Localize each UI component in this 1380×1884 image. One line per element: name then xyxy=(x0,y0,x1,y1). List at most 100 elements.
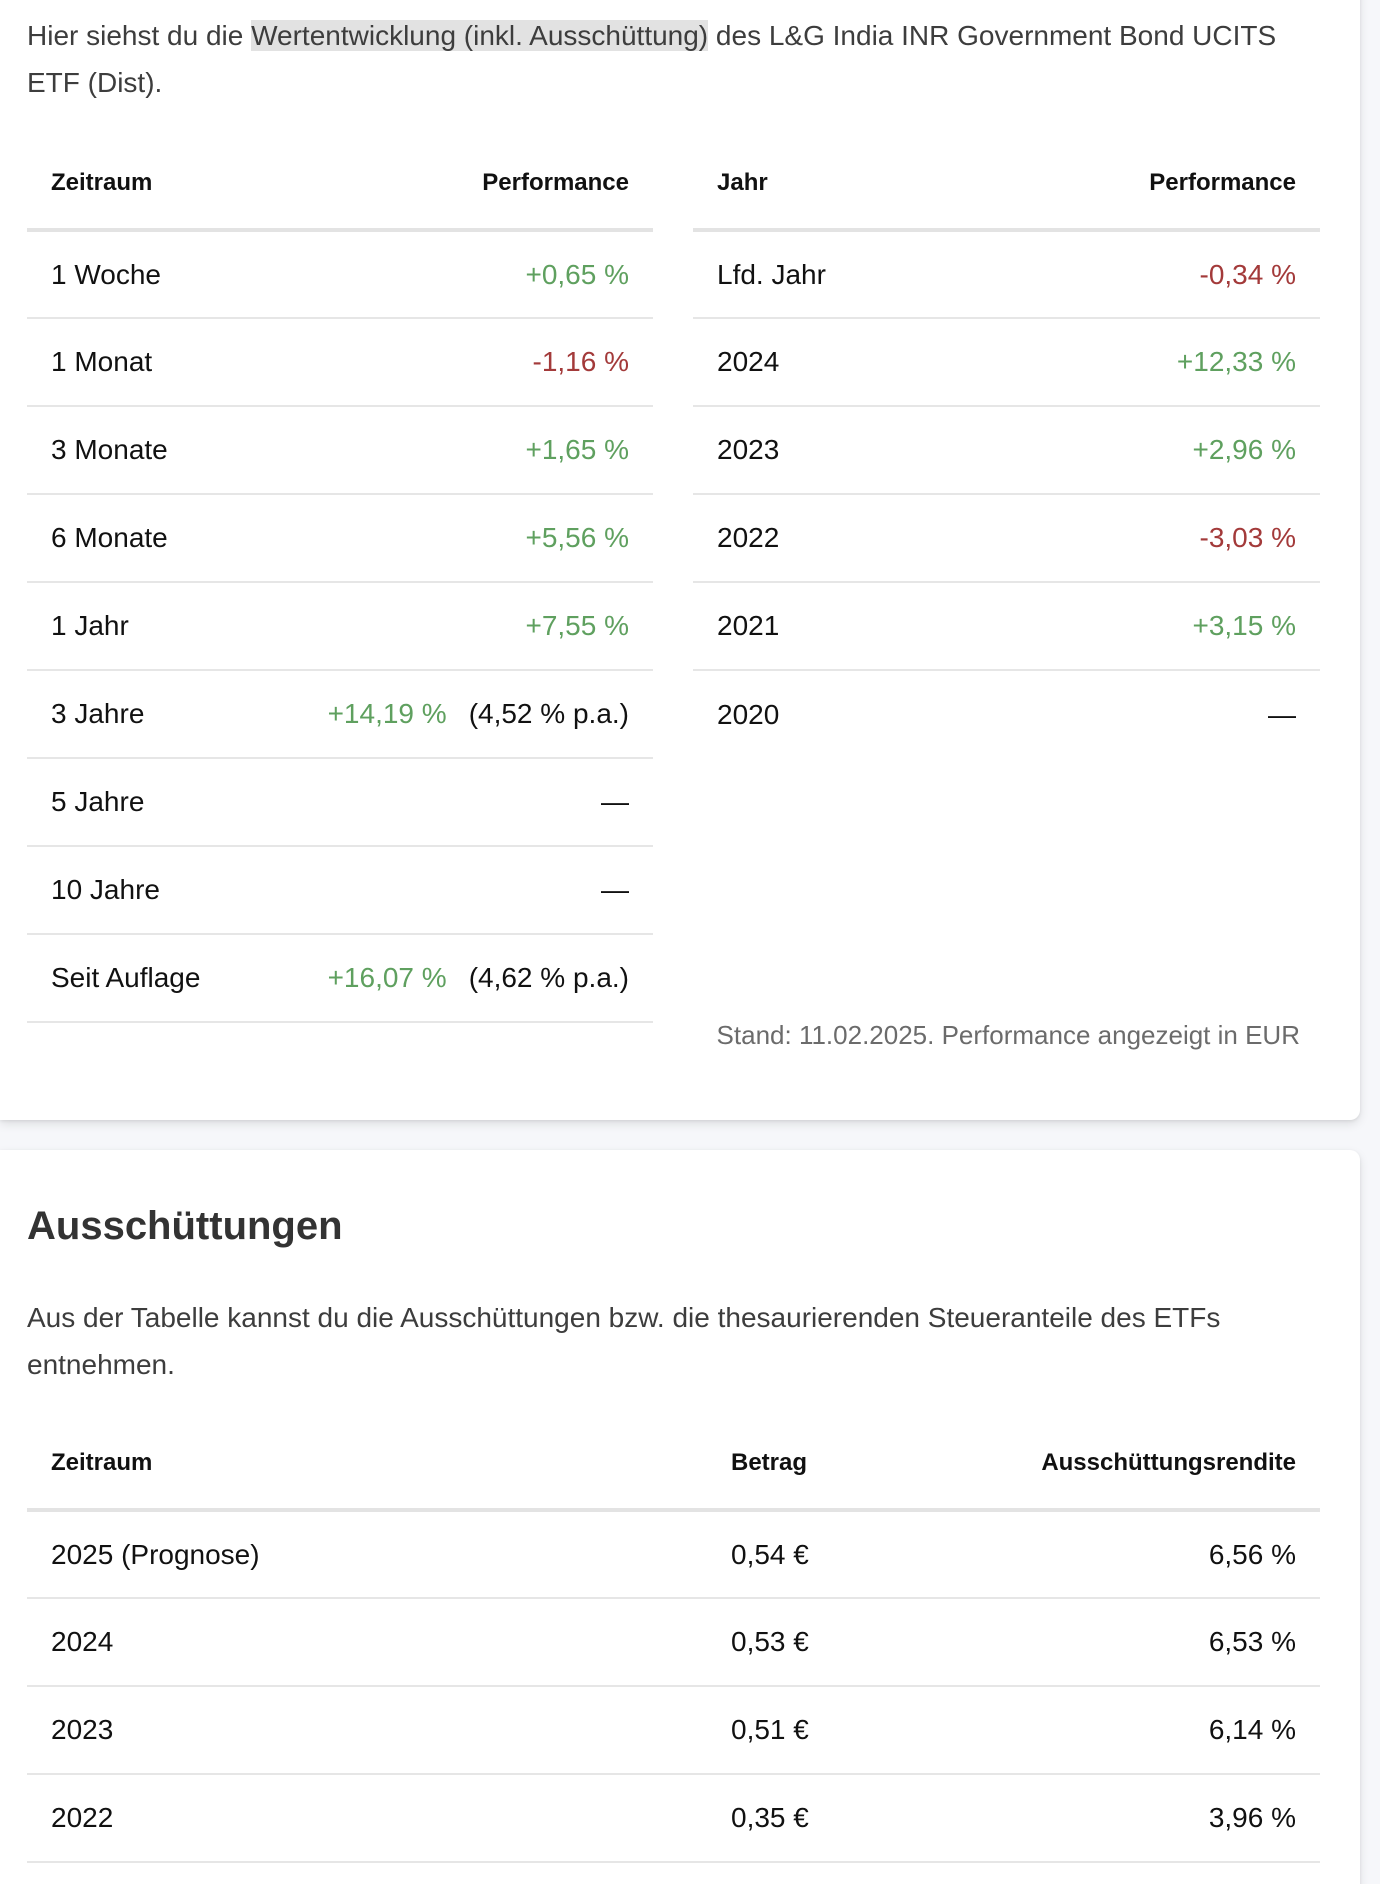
performance-value-cell: +0,65 % xyxy=(235,230,653,319)
performance-value-cell: +2,96 % xyxy=(1006,406,1320,495)
table-row: 1 Monat -1,16 % xyxy=(27,318,653,407)
performance-value: — xyxy=(601,874,629,905)
table-row: 6 Monate +5,56 % xyxy=(27,494,653,583)
table-row: 2020 — xyxy=(693,670,1320,758)
period-label: 5 Jahre xyxy=(27,758,236,847)
table-header-row: Jahr Performance xyxy=(693,138,1320,232)
performance-value-cell: — xyxy=(1007,670,1321,758)
performance-value: — xyxy=(601,786,629,817)
performance-value: +12,33 % xyxy=(1176,346,1296,377)
period-label: 6 Monate xyxy=(27,494,236,583)
table-row: 2023 +2,96 % xyxy=(693,406,1320,495)
performance-value: +16,07 % xyxy=(327,962,447,993)
table-row: 2022 -3,03 % xyxy=(693,494,1320,583)
performance-value: -1,16 % xyxy=(532,346,630,377)
year-label: Lfd. Jahr xyxy=(693,230,1007,319)
distribution-yield: 6,53 % xyxy=(957,1598,1320,1687)
intro-prefix: Hier siehst du die xyxy=(27,20,252,51)
column-header-period: Zeitraum xyxy=(27,138,236,232)
table-row: 2024 +12,33 % xyxy=(693,318,1320,407)
table-row: Lfd. Jahr -0,34 % xyxy=(693,230,1320,319)
column-header-yield: Ausschüttungsrendite xyxy=(957,1418,1320,1512)
year-label: 2021 xyxy=(693,582,1007,671)
section-title: Ausschüttungen xyxy=(27,1204,343,1248)
intro-highlight: Wertentwicklung (inkl. Ausschüttung) xyxy=(251,20,709,51)
performance-value-cell: -3,03 % xyxy=(1006,494,1320,583)
performance-value: +1,65 % xyxy=(525,434,629,465)
column-header-amount: Betrag xyxy=(707,1418,957,1512)
period-label: 3 Jahre xyxy=(27,670,236,759)
performance-intro: Hier siehst du die Wertentwicklung (inkl… xyxy=(27,12,1327,106)
performance-value: — xyxy=(1268,698,1296,730)
performance-value: +5,56 % xyxy=(525,522,629,553)
performance-value-cell: +7,55 % xyxy=(235,582,653,671)
column-header-period: Zeitraum xyxy=(27,1418,707,1512)
annualized-value: (4,52 % p.a.) xyxy=(468,698,629,729)
distribution-amount: 0,54 € xyxy=(707,1510,957,1599)
table-row: 5 Jahre — xyxy=(27,758,653,847)
performance-value-cell: +14,19 % (4,52 % p.a.) xyxy=(235,670,653,759)
period-label: 1 Monat xyxy=(27,318,236,407)
performance-value: +3,15 % xyxy=(1192,610,1296,641)
performance-value-cell: -0,34 % xyxy=(1006,230,1320,319)
distribution-amount: 0,35 € xyxy=(707,1774,957,1863)
distribution-period: 2023 xyxy=(27,1686,707,1775)
distributions-table: Zeitraum Betrag Ausschüttungsrendite 202… xyxy=(27,1418,1320,1863)
table-row: 1 Woche +0,65 % xyxy=(27,230,653,319)
year-label: 2022 xyxy=(693,494,1007,583)
period-label: 10 Jahre xyxy=(27,846,236,935)
performance-value-cell: — xyxy=(235,846,653,935)
distribution-yield: 3,96 % xyxy=(957,1774,1320,1863)
performance-value: +14,19 % xyxy=(327,698,447,729)
table-row: 2023 0,51 €6,14 % xyxy=(27,1686,1320,1775)
column-header-year: Jahr xyxy=(693,138,1007,232)
distribution-period: 2024 xyxy=(27,1598,707,1687)
annualized-value: (4,62 % p.a.) xyxy=(468,962,629,993)
column-header-performance: Performance xyxy=(1006,138,1320,232)
distribution-amount: 0,51 € xyxy=(707,1686,957,1775)
table-row: 2022 0,35 €3,96 % xyxy=(27,1774,1320,1863)
table-header-row: Zeitraum Performance xyxy=(27,138,653,232)
table-header-row: Zeitraum Betrag Ausschüttungsrendite xyxy=(27,1418,1320,1512)
table-row: Seit Auflage +16,07 % (4,62 % p.a.) xyxy=(27,934,653,1023)
performance-card: Hier siehst du die Wertentwicklung (inkl… xyxy=(27,12,1327,1050)
year-label: 2020 xyxy=(717,698,780,730)
performance-value-cell: -1,16 % xyxy=(235,318,653,407)
performance-value-cell: +3,15 % xyxy=(1006,582,1320,671)
performance-value: +7,55 % xyxy=(525,610,629,641)
intro-suffix: des L&G India INR Government Bond UCITS … xyxy=(27,20,1277,98)
distributions-card: Ausschüttungen Aus der Tabelle kannst du… xyxy=(0,1150,1360,1884)
period-label: Seit Auflage xyxy=(27,934,236,1023)
performance-year-table: Jahr Performance Lfd. Jahr -0,34 % 2024 +12… xyxy=(693,138,1320,758)
table-row: 2021 +3,15 % xyxy=(693,582,1320,671)
distribution-period: 2025 (Prognose) xyxy=(27,1510,707,1599)
performance-period-table: Zeitraum Performance 1 Woche +0,65 % 1 Mon… xyxy=(27,138,653,1023)
year-label: 2024 xyxy=(693,318,1007,407)
table-row: 3 Jahre +14,19 % (4,52 % p.a.) xyxy=(27,670,653,759)
table-row: 2024 0,53 €6,53 % xyxy=(27,1598,1320,1687)
table-row: 3 Monate +1,65 % xyxy=(27,406,653,495)
performance-as-of-note: Stand: 11.02.2025. Performance angezeigt… xyxy=(716,1020,1300,1050)
section-description: Aus der Tabelle kannst du die Ausschüttu… xyxy=(27,1302,1221,1380)
performance-value-cell: +12,33 % xyxy=(1006,318,1320,407)
performance-value-cell: +5,56 % xyxy=(235,494,653,583)
year-label: 2023 xyxy=(693,406,1007,495)
distribution-period: 2022 xyxy=(27,1774,707,1863)
performance-value: +2,96 % xyxy=(1192,434,1296,465)
table-row: 2025 (Prognose) 0,54 €6,56 % xyxy=(27,1510,1320,1599)
period-label: 1 Jahr xyxy=(27,582,236,671)
performance-value: -3,03 % xyxy=(1199,522,1297,553)
performance-value-cell: +16,07 % (4,62 % p.a.) xyxy=(235,934,653,1023)
performance-value: +0,65 % xyxy=(525,258,629,290)
distribution-amount: 0,53 € xyxy=(707,1598,957,1687)
distribution-yield: 6,56 % xyxy=(957,1510,1320,1599)
performance-value-cell: +1,65 % xyxy=(235,406,653,495)
column-header-performance: Performance xyxy=(235,138,653,232)
performance-value-cell: — xyxy=(235,758,653,847)
period-label: 1 Woche xyxy=(27,230,236,319)
table-row: 10 Jahre — xyxy=(27,846,653,935)
period-label: 3 Monate xyxy=(27,406,236,495)
distribution-yield: 6,14 % xyxy=(957,1686,1320,1775)
performance-value: -0,34 % xyxy=(1199,258,1297,290)
table-row: 1 Jahr +7,55 % xyxy=(27,582,653,671)
